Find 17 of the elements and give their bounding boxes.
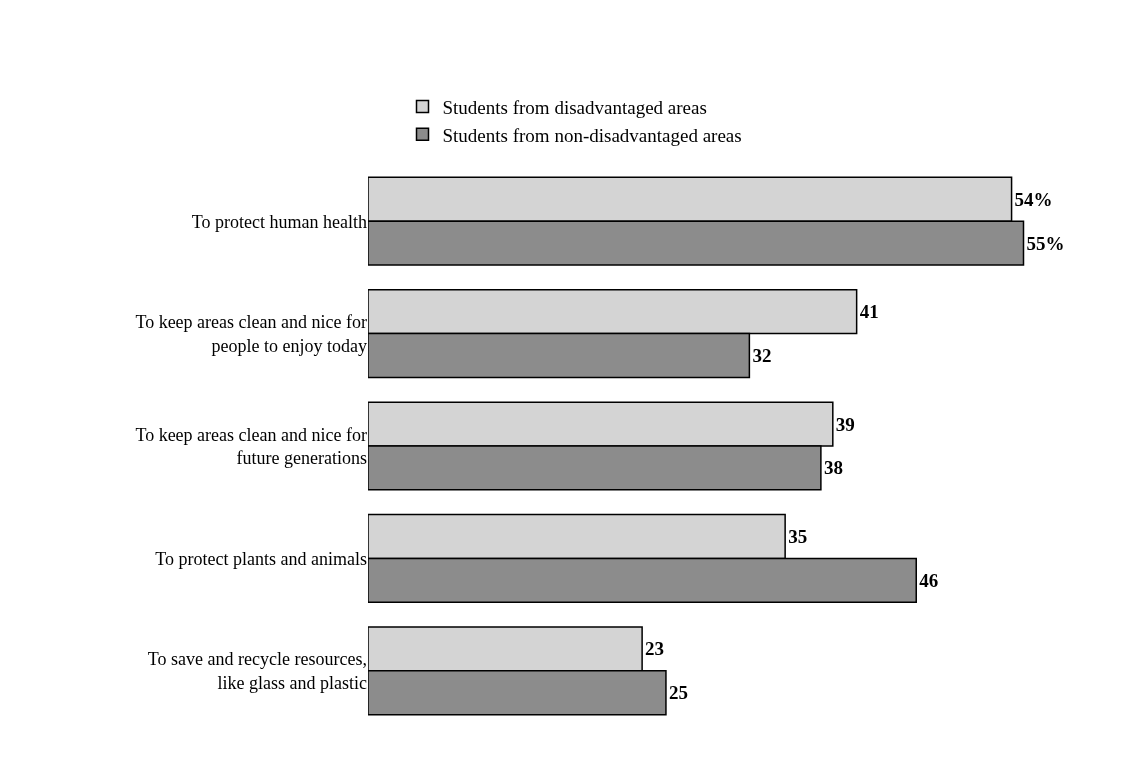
data-label: 35 xyxy=(788,525,808,547)
data-label: 25 xyxy=(668,682,688,704)
legend-label: Students from disadvantaged areas xyxy=(442,97,707,119)
data-label: 38 xyxy=(823,457,843,479)
data-label: 46 xyxy=(919,569,939,591)
data-label: 41 xyxy=(859,301,879,323)
y-tick-label: To save and recycle resources, like glass and plastic xyxy=(147,649,368,693)
data-label: 54% xyxy=(1014,188,1053,210)
y-tick-label: To protect human health xyxy=(191,211,367,232)
data-label: 23 xyxy=(645,638,665,660)
data-label: 39 xyxy=(835,413,855,435)
y-tick-label: To keep areas clean and nice for people to enjoy today xyxy=(135,312,368,356)
data-label: 55% xyxy=(1026,232,1065,254)
data-label: 32 xyxy=(752,345,772,367)
y-tick-label: To protect plants and animals xyxy=(155,548,367,569)
legend-label: Students from non-disadvantaged areas xyxy=(442,124,742,146)
y-tick-label: To keep areas clean and nice for future generations xyxy=(135,424,368,468)
